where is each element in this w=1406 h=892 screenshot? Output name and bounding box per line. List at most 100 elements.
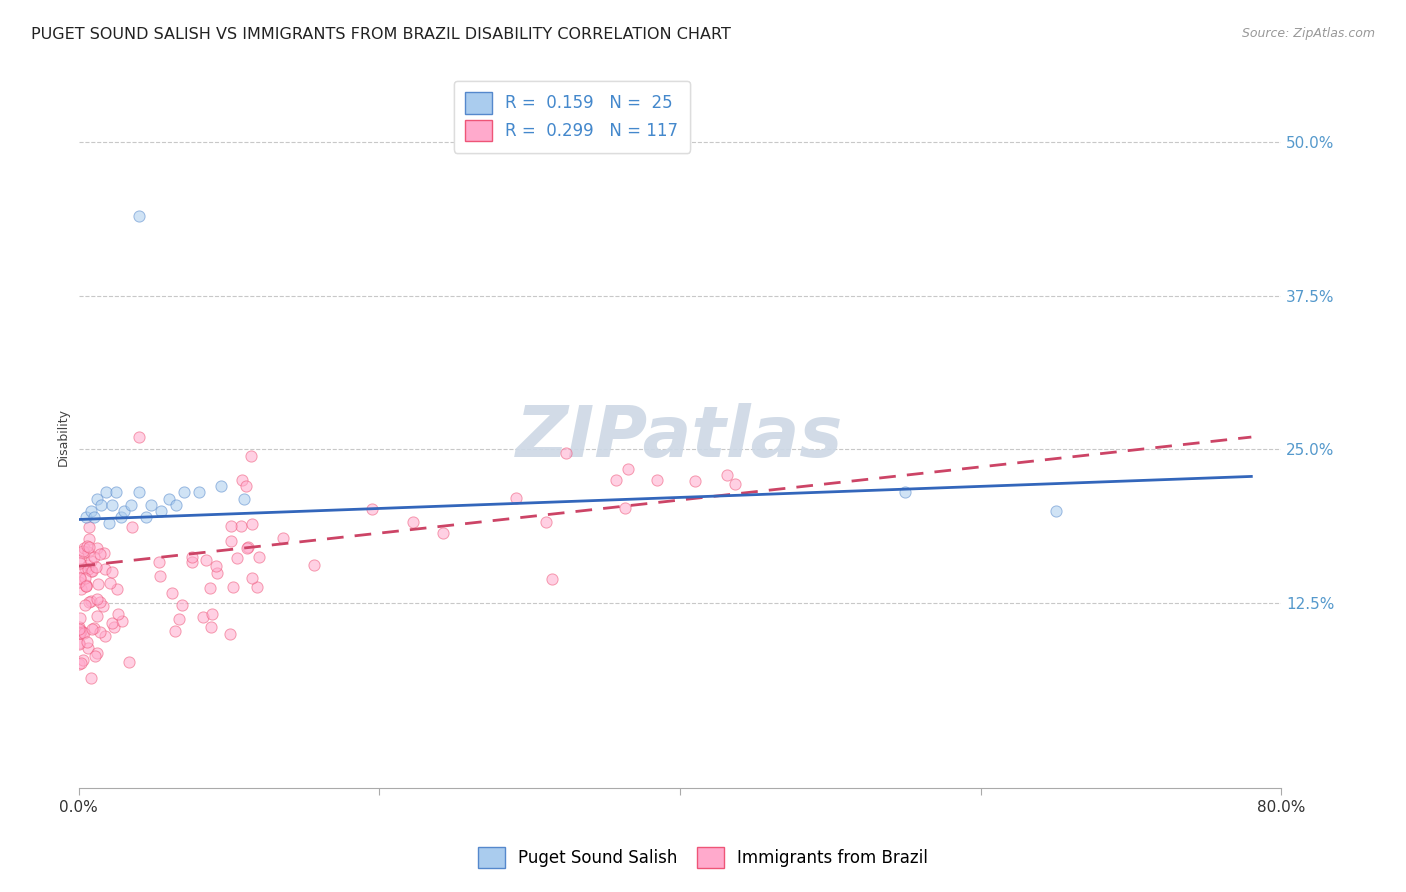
Point <box>617 462 640 476</box>
Point <box>77 641 100 656</box>
Point <box>304 558 326 572</box>
Point <box>222 580 245 594</box>
Point <box>209 479 232 493</box>
Point <box>128 485 150 500</box>
Point <box>716 467 738 482</box>
Point <box>86 609 108 624</box>
Point <box>247 550 270 565</box>
Point <box>83 549 105 564</box>
Point <box>165 498 187 512</box>
Point <box>107 607 129 621</box>
Point <box>67 636 90 650</box>
Point <box>69 611 91 625</box>
Point <box>93 546 115 560</box>
Point <box>86 491 108 506</box>
Point <box>72 543 94 558</box>
Point <box>80 554 103 568</box>
Point <box>139 498 162 512</box>
Point <box>235 479 257 493</box>
Point <box>84 560 107 574</box>
Point <box>86 647 108 661</box>
Point <box>67 626 90 640</box>
Point <box>218 627 240 641</box>
Point <box>361 502 384 516</box>
Point <box>97 516 120 531</box>
Point <box>86 577 108 591</box>
Point <box>225 550 247 565</box>
Point <box>135 510 157 524</box>
Point <box>110 510 132 524</box>
Point <box>219 519 242 533</box>
Point <box>645 473 668 487</box>
Point <box>67 619 90 633</box>
Point <box>76 539 98 553</box>
Point <box>181 555 204 569</box>
Point <box>75 579 97 593</box>
Point <box>89 547 111 561</box>
Legend: Puget Sound Salish, Immigrants from Brazil: Puget Sound Salish, Immigrants from Braz… <box>470 838 936 877</box>
Point <box>149 568 172 582</box>
Point <box>157 491 180 506</box>
Point <box>83 648 105 663</box>
Point <box>107 582 129 596</box>
Point <box>232 491 254 506</box>
Point <box>128 430 150 444</box>
Point <box>505 491 527 506</box>
Point <box>94 628 117 642</box>
Point <box>555 446 578 460</box>
Point <box>120 498 142 512</box>
Point <box>683 474 706 488</box>
Point <box>236 541 259 555</box>
Point <box>70 582 93 596</box>
Point <box>101 615 124 630</box>
Point <box>67 622 90 636</box>
Point <box>83 510 105 524</box>
Point <box>240 517 263 532</box>
Point <box>1045 504 1067 518</box>
Y-axis label: Disability: Disability <box>58 408 70 466</box>
Point <box>200 620 222 634</box>
Point <box>77 562 100 576</box>
Point <box>77 545 100 559</box>
Point <box>75 510 97 524</box>
Point <box>69 562 91 576</box>
Point <box>77 541 100 555</box>
Point <box>69 556 91 570</box>
Point <box>94 562 117 576</box>
Point <box>80 671 103 685</box>
Point <box>73 561 96 575</box>
Text: ZIPatlas: ZIPatlas <box>516 402 844 472</box>
Point <box>100 498 122 512</box>
Point <box>207 566 229 580</box>
Point <box>613 500 636 515</box>
Point <box>89 625 111 640</box>
Point <box>402 515 425 529</box>
Point <box>73 626 96 640</box>
Point <box>70 624 93 638</box>
Point <box>79 504 101 518</box>
Point <box>75 579 97 593</box>
Point <box>231 519 253 533</box>
Point <box>86 541 108 556</box>
Point <box>89 595 111 609</box>
Point <box>536 515 558 529</box>
Point <box>160 585 183 599</box>
Point <box>894 485 917 500</box>
Point <box>273 531 295 545</box>
Point <box>69 571 91 585</box>
Point <box>165 624 187 638</box>
Point <box>201 607 224 621</box>
Point <box>103 620 125 634</box>
Point <box>236 541 259 555</box>
Point <box>150 504 173 518</box>
Point <box>246 580 269 594</box>
Point <box>128 209 150 223</box>
Point <box>200 581 222 595</box>
Point <box>90 498 112 512</box>
Point <box>187 485 209 500</box>
Point <box>204 558 226 573</box>
Point <box>173 485 195 500</box>
Point <box>80 593 103 607</box>
Point <box>76 635 98 649</box>
Point <box>172 598 194 612</box>
